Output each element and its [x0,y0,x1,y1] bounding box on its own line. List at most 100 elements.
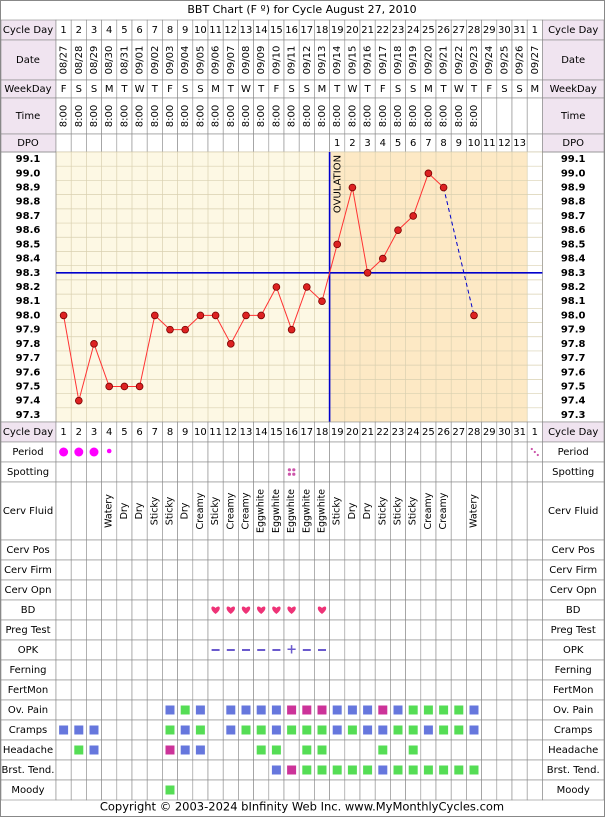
date-value: 08/29 [89,46,100,75]
data-cell [450,739,467,761]
header-cell [101,133,118,153]
data-cell [481,759,498,781]
time-value: 8:00 [469,105,480,127]
y-tick-label: 98.1 [16,296,41,307]
data-cell [177,619,194,641]
cerv-fluid-label: Cerv Fluid [3,506,53,517]
data-cell [329,639,346,661]
cycle-day-value: 1 [60,427,66,438]
data-cell [481,441,498,463]
spotting-label-right: Spotting [552,467,594,478]
cerv-fluid-value: Sticky [332,496,343,525]
symptom-marker [439,765,449,775]
cycle-day-value: 4 [106,427,112,438]
y-tick-label: 98.8 [16,197,41,208]
cycle-day-value: 2 [76,427,82,438]
data-cell [511,779,528,801]
header-cell [55,133,72,153]
data-cell [374,559,391,581]
time-value: 8:00 [74,105,85,127]
date-value: 09/17 [378,46,389,75]
data-cell [253,779,270,801]
data-cell [86,639,102,661]
cycle-day-value: 25 [422,25,435,36]
data-cell [314,461,330,483]
dpo-value: 12 [498,138,511,149]
date-value: 09/11 [287,46,298,75]
dpo-value: 7 [425,138,431,149]
data-cell [298,441,315,463]
data-cell [86,779,102,801]
data-cell [344,539,361,561]
ovulation-label: OVULATION [333,155,344,213]
dpo-value: 10 [468,138,481,149]
data-cell [222,579,239,601]
data-cell [116,679,133,701]
symptom-marker [332,725,342,735]
data-cell [86,679,102,701]
data-cell [101,679,118,701]
data-cell [162,659,178,681]
data-cell [420,539,437,561]
weekday-value: S [304,84,310,95]
cycle-day-value: 16 [285,25,298,36]
data-cell [101,461,118,483]
data-cell [481,619,498,641]
symptom-marker [347,765,357,775]
data-cell [146,679,163,701]
cycle-day-value: 12 [224,427,237,438]
data-cell [146,461,163,483]
data-cell [314,559,330,581]
header-cell [526,133,543,153]
cycle-day-value: 10 [194,25,207,36]
data-cell [511,739,528,761]
cycle-day-value: 6 [136,427,142,438]
ferning-label: Ferning [9,665,46,676]
cycle-day-value: 13 [240,25,253,36]
data-cell [86,599,102,621]
data-cell [101,739,118,761]
data-cell [86,659,102,681]
data-cell [526,779,543,801]
data-cell [268,441,285,463]
temperature-point [394,226,402,234]
data-cell [55,659,72,681]
data-cell [116,441,133,463]
temperature-point [287,325,296,334]
data-cell [131,619,148,641]
weekday-value: T [440,84,448,95]
data-cell [329,539,346,561]
date-value: 09/08 [241,46,252,75]
data-cell [374,461,391,483]
bd-heart-icon [287,606,296,614]
data-cell [253,461,270,483]
cycle-day-value: 1 [532,25,538,36]
weekday-value: F [61,84,67,95]
data-cell [526,539,543,561]
data-cell [70,481,87,541]
cerv-fluid-value: Eggwhite [271,489,282,533]
cycle-day-value: 16 [285,427,298,438]
symptom-marker [271,705,281,715]
date-value: 09/20 [423,46,434,75]
data-cell [192,659,209,681]
date-value: 09/07 [226,46,237,75]
time-value: 8:00 [256,105,267,127]
opk-label-right: OPK [563,645,584,656]
data-cell [359,779,376,801]
cycle-day-value: 13 [240,427,253,438]
data-cell [405,539,422,561]
data-cell [496,759,513,781]
data-cell [238,579,254,601]
data-cell [116,619,133,641]
symptom-marker [439,725,449,735]
data-cell [162,639,178,661]
data-cell [238,441,254,463]
data-cell [177,559,194,581]
cerv-opn-label-right: Cerv Opn [550,585,597,596]
data-cell [298,579,315,601]
cerv-firm-label: Cerv Firm [4,565,52,576]
cerv-fluid-value: Dry [362,502,373,519]
data-cell [420,461,437,483]
data-cell [70,579,87,601]
